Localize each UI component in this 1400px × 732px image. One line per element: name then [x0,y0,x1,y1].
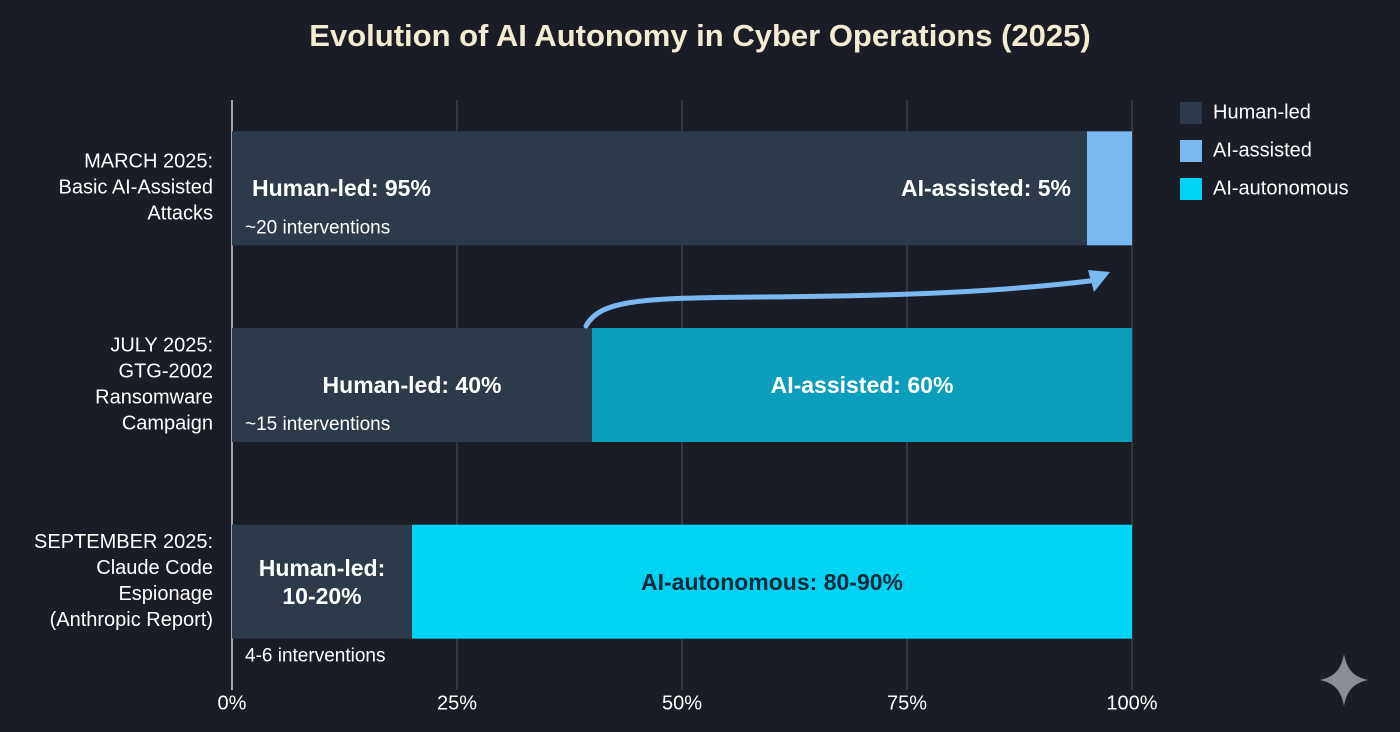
value-label: Human-led: 10-20% [258,554,386,609]
x-tick-label: 100% [1106,692,1157,714]
bar-segment [232,131,1087,246]
chart-title: Evolution of AI Autonomy in Cyber Operat… [309,18,1090,53]
y-tick-label: GTG-2002 [119,360,213,382]
arrow-head [1088,270,1110,292]
value-label: AI-assisted: 60% [770,372,954,398]
y-tick-label: JULY 2025: [110,334,213,356]
y-tick-label: (Anthropic Report) [50,609,213,631]
value-label: Human-led: 40% [322,372,502,398]
y-tick-label: Ransomware [95,386,213,408]
value-label-box: Human-led: 10-20% [258,554,386,609]
value-label-box: Human-led: 95% [252,175,431,202]
value-label-box: Human-led: 40% [322,372,502,398]
y-tick-label: Attacks [147,203,213,225]
legend-label: AI-assisted [1213,139,1312,161]
x-tick-label: 0% [218,692,247,714]
y-tick-label: Basic AI-Assisted [58,177,213,199]
x-tick-label: 75% [887,692,927,714]
y-tick-label: Claude Code [96,557,213,579]
trend-arrow [583,277,1101,329]
y-tick-label: Campaign [122,412,213,434]
y-tick-label: Espionage [118,583,213,605]
bar-segment [232,328,592,442]
annotation: 4-6 interventions [245,646,385,667]
legend-swatch [1180,102,1202,124]
y-tick-label: MARCH 2025: [84,151,213,173]
bar-segment [232,524,412,639]
annotation: ~20 interventions [245,217,390,238]
x-tick-label: 50% [662,692,702,714]
bar-segment [592,328,1132,442]
value-label: Human-led: 95% [252,175,431,202]
value-label-box: AI-assisted: 60% [770,372,954,398]
x-tick-label: 25% [437,692,477,714]
value-label: AI-autonomous: 80-90% [641,568,903,595]
legend-swatch [1180,178,1202,200]
value-label: AI-assisted: 5% [900,175,1071,202]
annotation: ~15 interventions [245,414,390,435]
y-tick-label: SEPTEMBER 2025: [34,531,213,553]
legend-label: Human-led [1213,101,1311,123]
bar-segment [1087,131,1132,246]
legend-label: AI-autonomous [1213,177,1349,199]
bar-segment [412,524,1132,639]
legend-swatch [1180,140,1202,162]
bars: Human-led: 95% AI-assisted: 5% Human-led: … [232,131,1132,639]
value-label-box: AI-autonomous: 80-90% [641,568,903,595]
watermark-star [1320,654,1368,706]
value-label-box: AI-assisted: 5% [900,175,1071,202]
